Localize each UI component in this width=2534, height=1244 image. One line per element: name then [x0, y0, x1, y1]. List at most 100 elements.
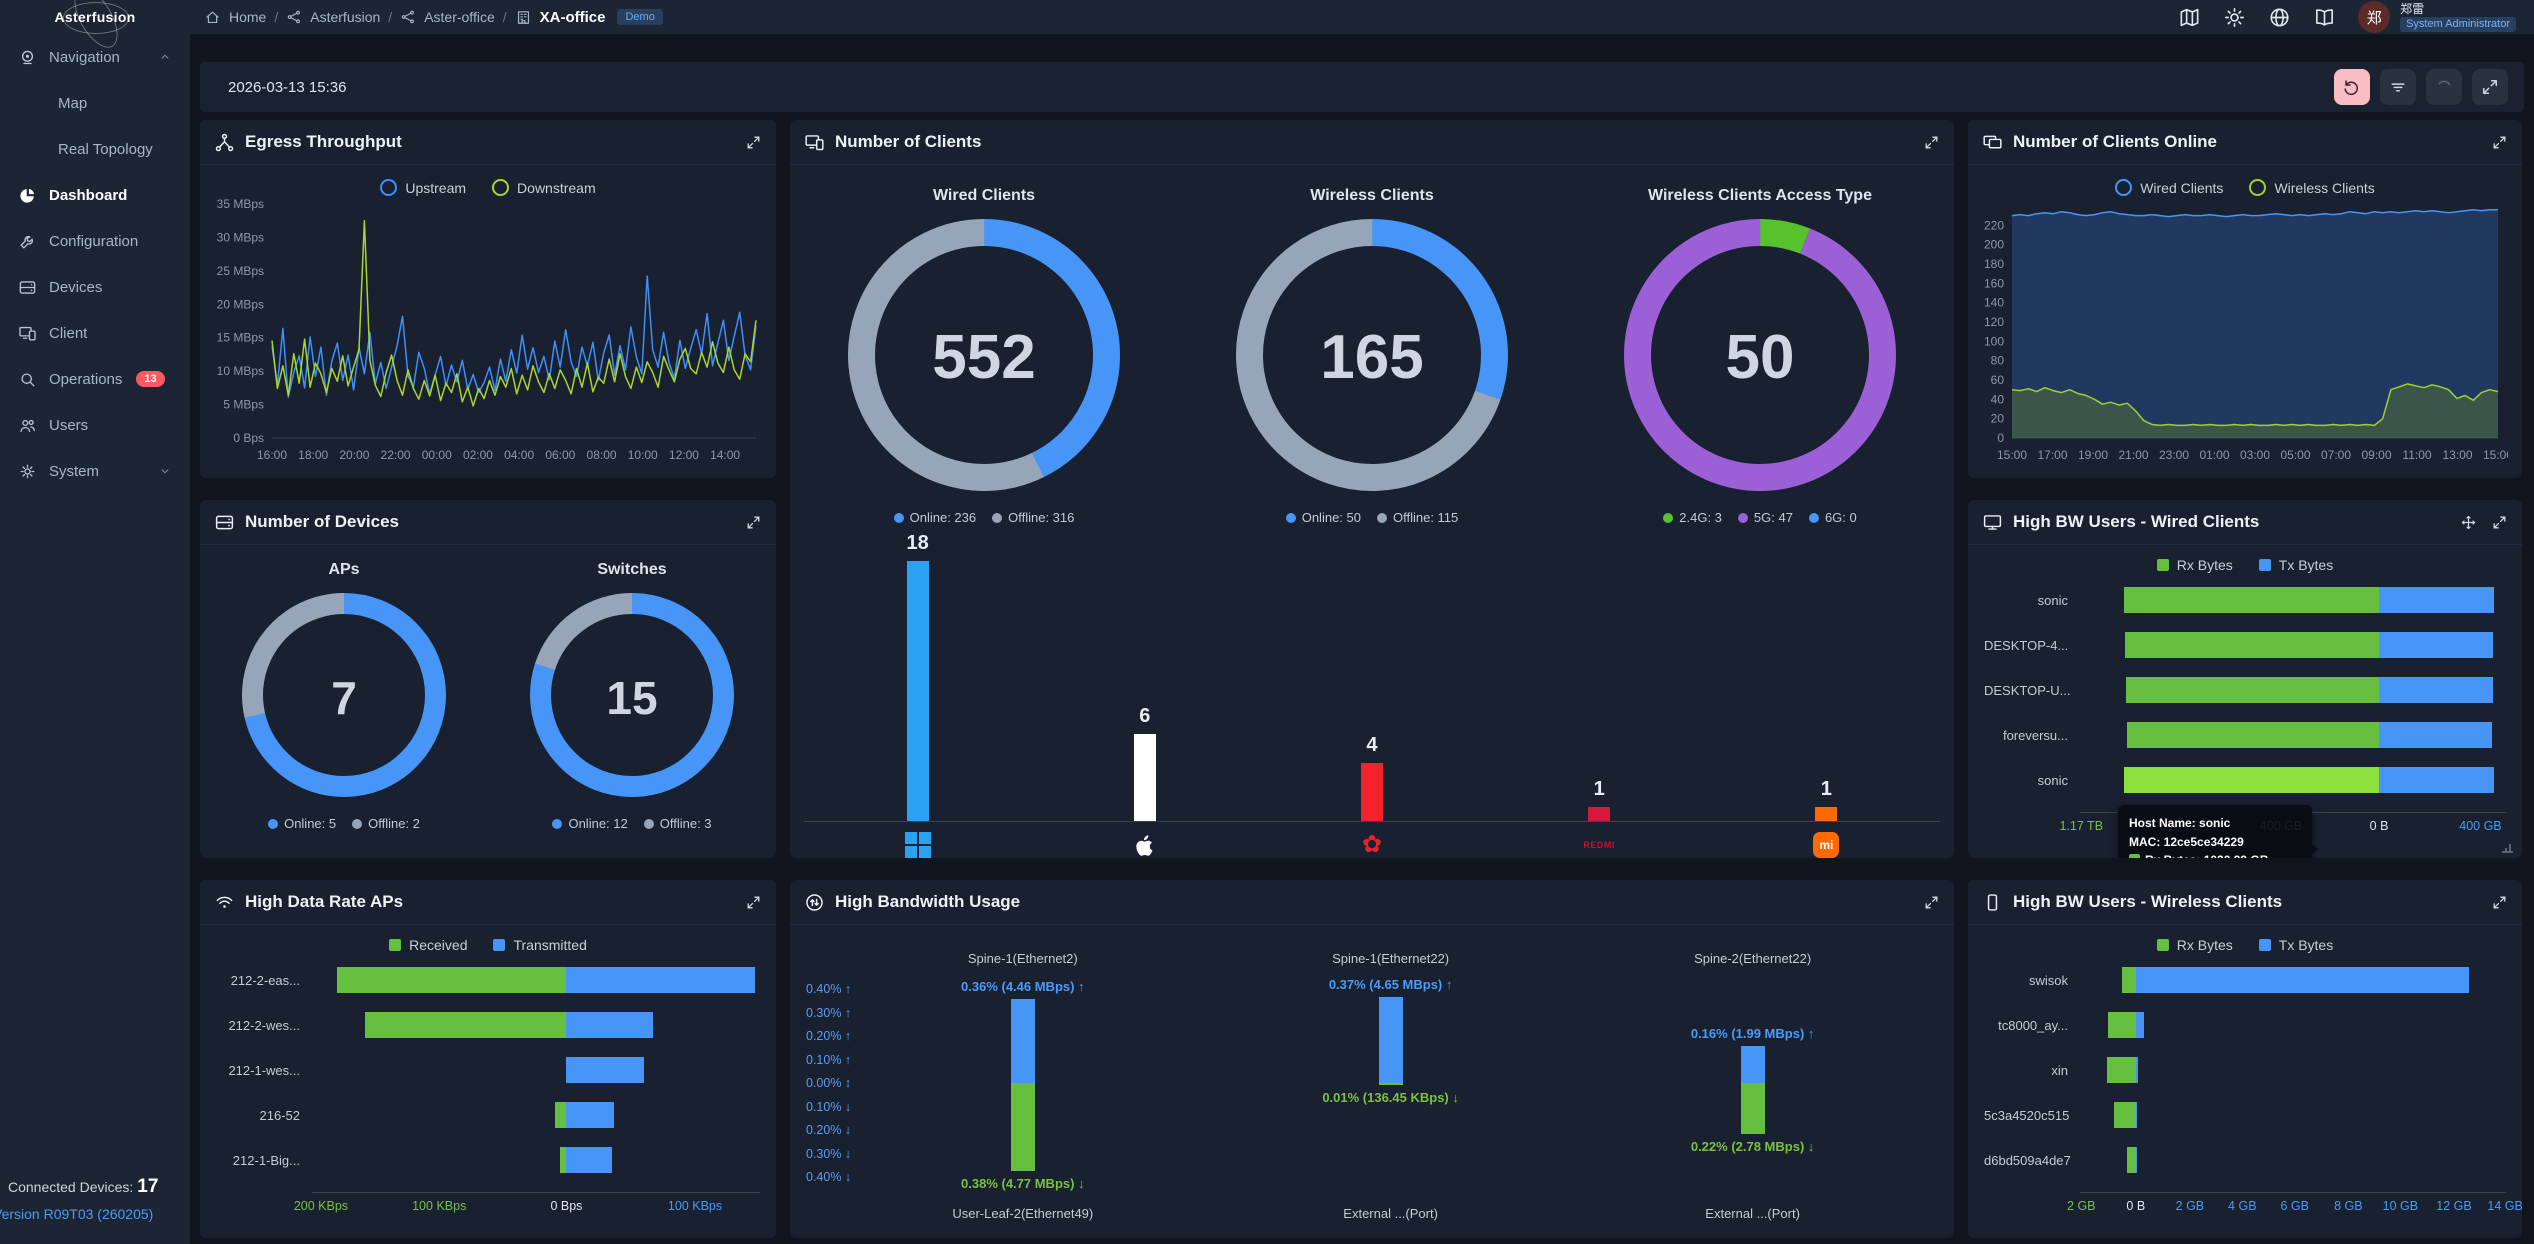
language-globe-icon[interactable]	[2268, 6, 2291, 29]
hbar-row[interactable]: 212-1-Big...	[216, 1147, 760, 1173]
theme-sun-icon[interactable]	[2223, 6, 2246, 29]
hbar-row[interactable]: DESKTOP-4...	[1984, 632, 2506, 658]
sidebar-item-operations[interactable]: Operations 13	[0, 356, 195, 402]
legend-item[interactable]: 5G: 47	[1737, 510, 1793, 525]
legend-item[interactable]: Upstream	[380, 179, 466, 196]
hbar-row[interactable]: 5c3a4520c515	[1984, 1102, 2506, 1128]
vendor-bar-apple[interactable]: 6	[1031, 525, 1258, 821]
donut-chart[interactable]: 7	[242, 593, 446, 802]
sidebar-item-dashboard[interactable]: Dashboard	[0, 172, 190, 218]
fullscreen-button[interactable]	[2472, 69, 2508, 105]
map-icon[interactable]	[2178, 6, 2201, 29]
resize-grip-icon[interactable]	[2501, 840, 2514, 853]
hbar-row[interactable]: foreversu...	[1984, 722, 2506, 748]
breadcrumb-home[interactable]: Home	[229, 9, 267, 25]
expand-icon[interactable]	[2491, 134, 2508, 151]
expand-icon[interactable]	[745, 894, 762, 911]
legend-item[interactable]: Transmitted	[493, 937, 587, 953]
legend-item[interactable]: Received	[389, 937, 467, 953]
bwu-column[interactable]: Spine-1(Ethernet22) 0.37% (4.65 MBps) ↑ 0.…	[1276, 925, 1506, 1238]
vendor-bar-microsoft[interactable]: 18	[804, 525, 1031, 821]
svg-text:120: 120	[1984, 315, 2004, 329]
clients-online-area-chart[interactable]: 0 20 40 60 80 100 120 140 160 180 200 220 15:00 17:00…	[1968, 196, 2522, 469]
vendor-bar-xiaomi[interactable]: 1	[1713, 525, 1940, 821]
avatar[interactable]: 郑	[2358, 1, 2391, 33]
svg-text:5 MBps: 5 MBps	[223, 398, 264, 412]
sidebar-item-devices[interactable]: Devices	[0, 264, 190, 310]
refresh-button[interactable]	[2426, 69, 2462, 105]
vendor-bar	[1815, 806, 1838, 821]
donut-chart[interactable]: 50	[1624, 219, 1896, 496]
legend-item[interactable]: Downstream	[492, 179, 596, 196]
expand-icon[interactable]	[1923, 894, 1940, 911]
egress-line-chart[interactable]: 0 Bps 5 MBps 10 MBps 15 MBps 20 MBps 25 MBps 3…	[200, 196, 776, 469]
legend-item[interactable]: Online: 50	[1285, 510, 1361, 525]
legend-item[interactable]: Online: 12	[552, 816, 628, 831]
legend-item[interactable]: Online: 5	[268, 816, 336, 831]
legend-item[interactable]: 6G: 0	[1808, 510, 1857, 525]
sidebar-item-users[interactable]: Users	[0, 402, 190, 448]
axis-tick-label: 8 GB	[2334, 1199, 2363, 1213]
port-label-top: Spine-1(Ethernet22)	[1332, 951, 1450, 966]
donut-chart[interactable]: 552	[848, 219, 1120, 496]
hbar-row[interactable]: 212-2-wes...	[216, 1012, 760, 1038]
hbar-row[interactable]: DESKTOP-U...	[1984, 677, 2506, 703]
hbar-row[interactable]: xin	[1984, 1057, 2506, 1083]
sidebar-item-configuration[interactable]: Configuration	[0, 218, 190, 264]
legend-item[interactable]: Online: 236	[893, 510, 976, 525]
legend-item[interactable]: Rx Bytes	[2156, 557, 2233, 573]
filter-button[interactable]	[2380, 69, 2416, 105]
sidebar-item-real-topology[interactable]: Real Topology	[0, 126, 190, 172]
donut-legend: Online: 50 Offline: 115	[1285, 510, 1458, 525]
sidebar-item-navigation[interactable]: Navigation	[0, 34, 190, 80]
legend-item[interactable]: Wired Clients	[2115, 179, 2223, 196]
bandwidth-usage-chart[interactable]: 0.40% ↑ 0.30% ↑ 0.20% ↑ 0.10% ↑ 0.00% ↕ 0.10%…	[790, 925, 1954, 1238]
hbar-row[interactable]: d6bd509a4de7	[1984, 1147, 2506, 1173]
legend-item[interactable]: Rx Bytes	[2156, 937, 2233, 953]
legend-item[interactable]: Offline: 2	[352, 816, 420, 831]
expand-icon[interactable]	[2491, 514, 2508, 531]
sidebar-item-system[interactable]: System	[0, 448, 190, 494]
bwu-column[interactable]: Spine-1(Ethernet2) 0.36% (4.46 MBps) ↑ 0.3…	[908, 925, 1138, 1238]
donut-chart[interactable]: 165	[1236, 219, 1508, 496]
hbar-row[interactable]: 216-52	[216, 1102, 760, 1128]
app-logo[interactable]: Asterfusion	[0, 0, 190, 55]
donut-chart[interactable]: 15	[530, 593, 734, 802]
row-label: DESKTOP-U...	[1984, 682, 2071, 698]
expand-icon[interactable]	[745, 134, 762, 151]
legend-item[interactable]: Tx Bytes	[2258, 937, 2333, 953]
breadcrumb-org[interactable]: Asterfusion	[310, 9, 381, 25]
vendor-bar-redmi[interactable]: 1	[1486, 525, 1713, 821]
docs-book-icon[interactable]	[2313, 6, 2336, 29]
hbar-row[interactable]: 212-1-wes...	[216, 1057, 760, 1083]
hbar-row[interactable]: 212-2-eas...	[216, 967, 760, 993]
timestamp[interactable]: 2026-03-13 15:36	[228, 78, 347, 96]
legend-item[interactable]: Offline: 115	[1376, 510, 1458, 525]
breadcrumb-site[interactable]: Aster-office	[424, 9, 495, 25]
expand-icon[interactable]	[1923, 134, 1940, 151]
expand-icon[interactable]	[2491, 894, 2508, 911]
sidebar-item-map[interactable]: Map	[0, 80, 190, 126]
legend-item[interactable]: Tx Bytes	[2258, 557, 2333, 573]
undo-icon	[2344, 80, 2359, 96]
home-icon	[204, 9, 221, 26]
x-axis: 200 KBps 100 KBps 0 Bps 100 KBps	[294, 1192, 760, 1219]
bwu-column[interactable]: Spine-2(Ethernet22) 0.16% (1.99 MBps) ↑ 0.…	[1638, 925, 1868, 1238]
legend-item[interactable]: 2.4G: 3	[1663, 510, 1722, 525]
expand-icon[interactable]	[745, 514, 762, 531]
svg-text:05:00: 05:00	[2280, 448, 2310, 462]
version-link[interactable]: Version R09T03 (260205)	[0, 1206, 154, 1222]
reset-button[interactable]	[2334, 69, 2370, 105]
move-icon[interactable]	[2460, 514, 2477, 531]
legend-item[interactable]: Wireless Clients	[2249, 179, 2375, 196]
sidebar-item-client[interactable]: Client	[0, 310, 190, 356]
legend-ring	[2115, 179, 2133, 196]
vendor-bar-huawei[interactable]: 4	[1258, 525, 1485, 821]
hbar-row[interactable]: tc8000_ay...	[1984, 1012, 2506, 1038]
legend-item[interactable]: Offline: 3	[643, 816, 712, 831]
hbar-row[interactable]: swisok	[1984, 967, 2506, 993]
legend-item[interactable]: Offline: 316	[992, 510, 1074, 525]
hbar-row[interactable]: sonic	[1984, 587, 2506, 613]
hbar-row[interactable]: sonic	[1984, 767, 2506, 793]
